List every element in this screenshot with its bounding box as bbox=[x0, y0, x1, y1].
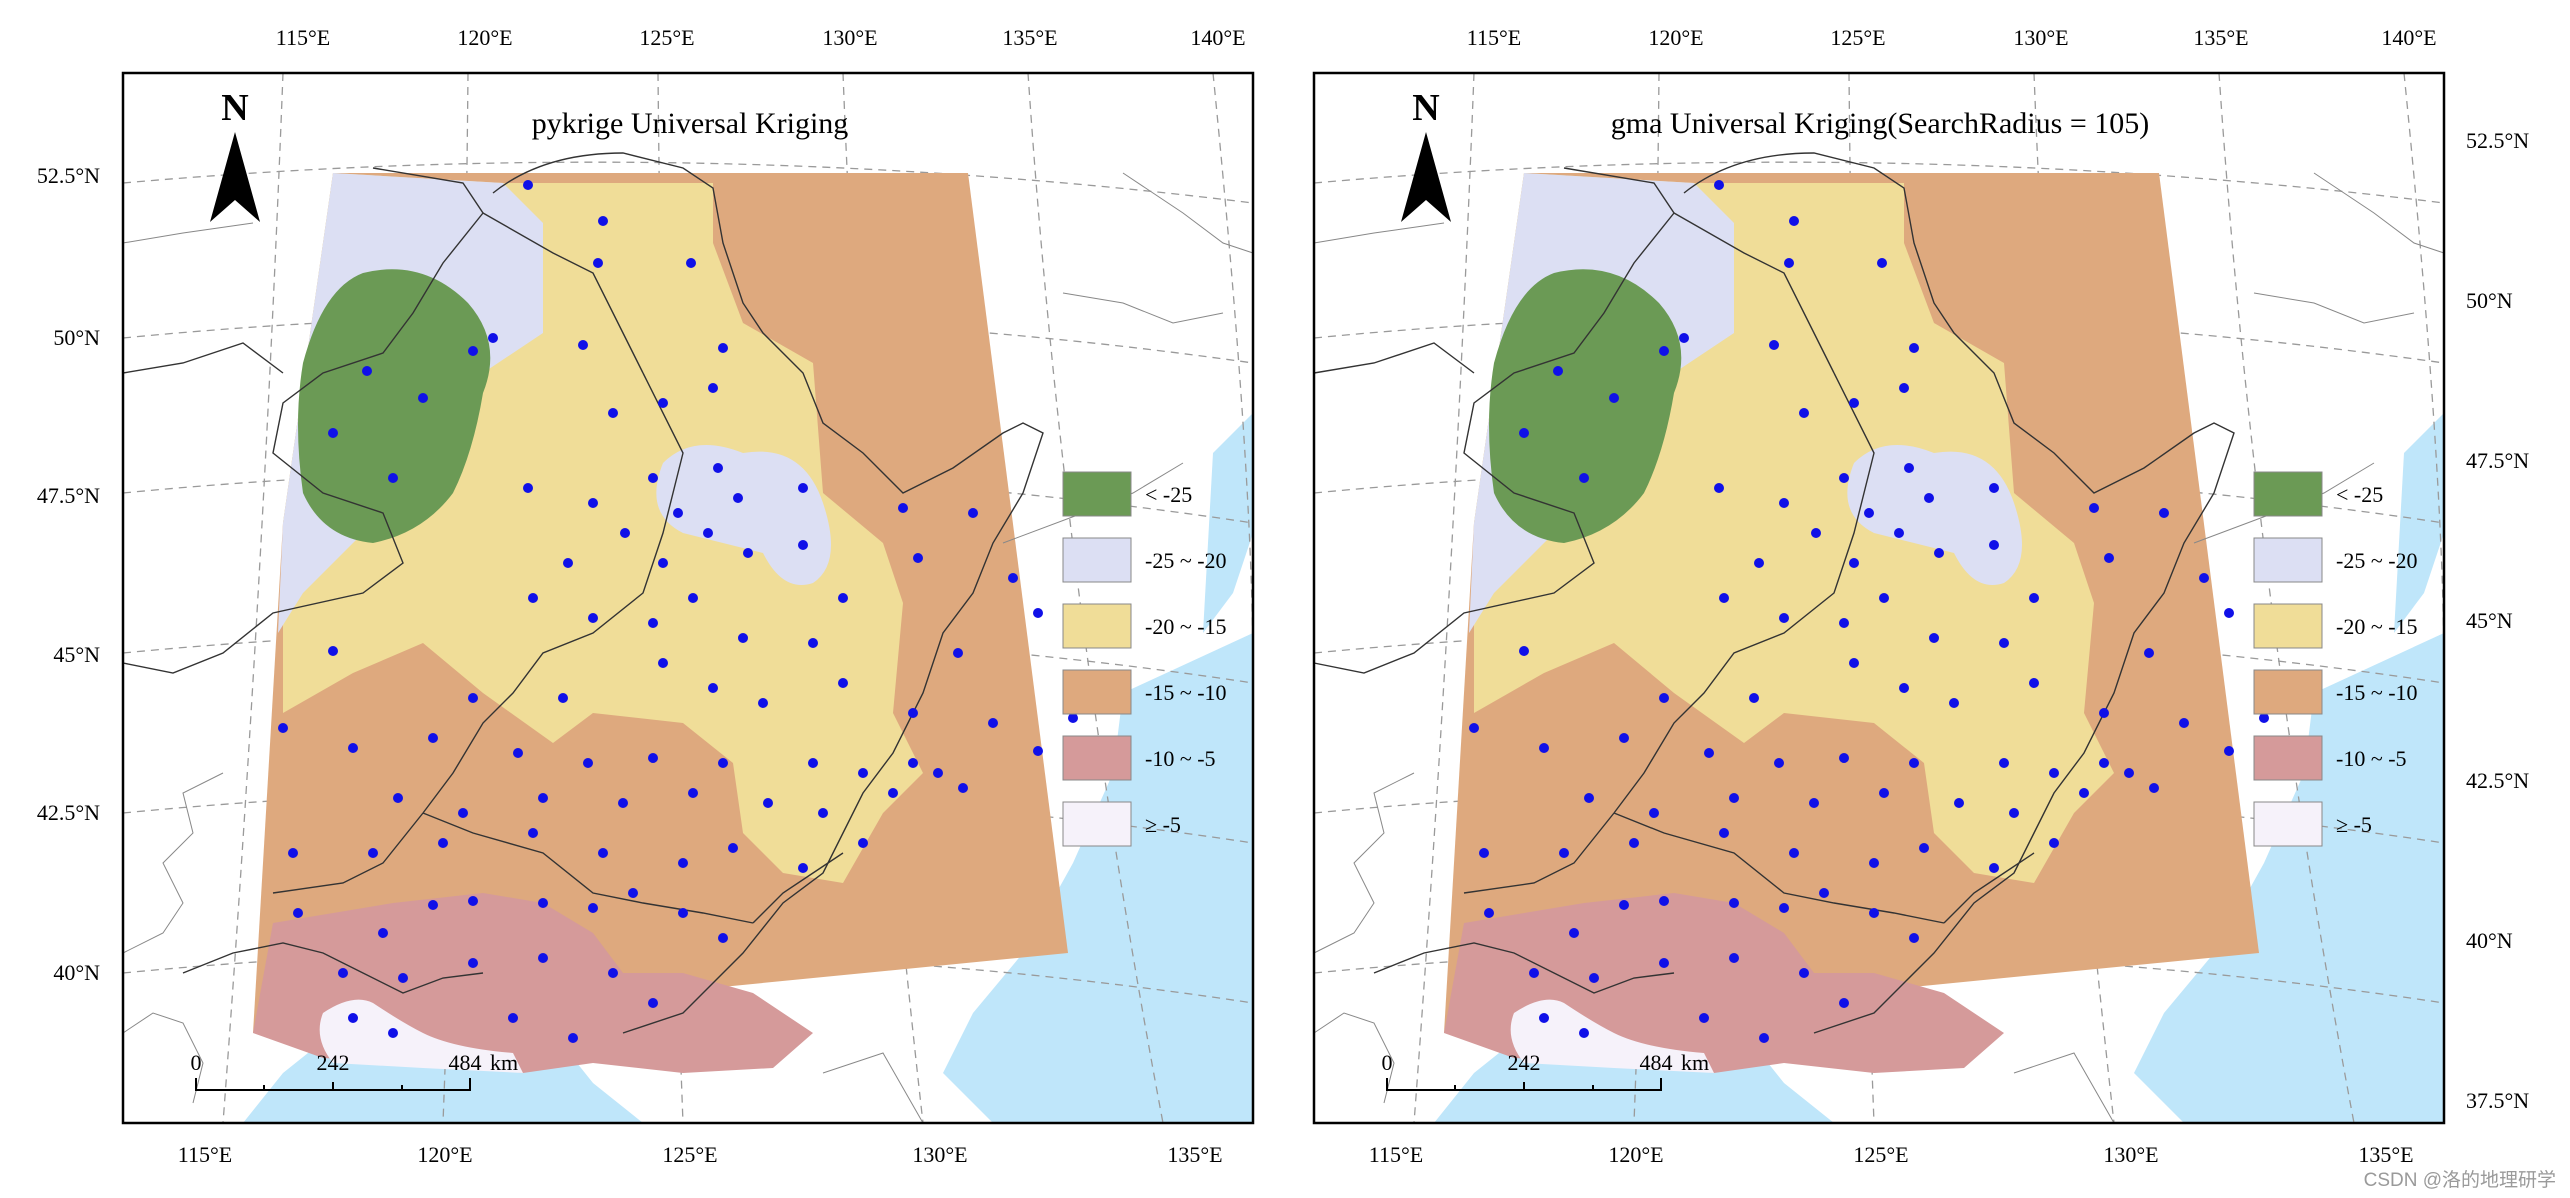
legend-label: < -25 bbox=[1145, 482, 1192, 507]
scale-tick: 0 bbox=[191, 1050, 202, 1075]
north-label: N bbox=[221, 87, 248, 129]
watermark: CSDN @洛的地理研学 bbox=[2363, 1170, 2556, 1191]
legend-swatch bbox=[2253, 669, 2323, 715]
north-arrow-icon: N bbox=[210, 87, 260, 222]
lon-label: 135°E bbox=[1002, 25, 1057, 50]
lon-label: 120°E bbox=[1608, 1142, 1663, 1167]
north-arrow-icon: N bbox=[1401, 87, 1451, 222]
legend-swatch bbox=[1062, 603, 1132, 649]
legend-label: -25 ~ -20 bbox=[1145, 548, 1227, 573]
legend-label: -15 ~ -10 bbox=[1145, 680, 1227, 705]
legend-label: < -25 bbox=[2336, 482, 2383, 507]
legend-label: -20 ~ -15 bbox=[1145, 614, 1227, 639]
lon-label: 140°E bbox=[1190, 25, 1245, 50]
left-legend: < -25 -25 ~ -20 -20 ~ -15 -15 ~ -10 -10 … bbox=[1062, 471, 1227, 847]
lon-label: 115°E bbox=[276, 25, 330, 50]
legend-swatch bbox=[2253, 801, 2323, 847]
lon-label: 140°E bbox=[2381, 25, 2436, 50]
lat-label: 40°N bbox=[2466, 928, 2513, 953]
left-map-body bbox=[121, 71, 1255, 1125]
lon-label: 115°E bbox=[178, 1142, 232, 1167]
legend-swatch bbox=[1062, 537, 1132, 583]
lon-label: 125°E bbox=[1830, 25, 1885, 50]
legend-label: -25 ~ -20 bbox=[2336, 548, 2418, 573]
lon-label: 130°E bbox=[822, 25, 877, 50]
lon-label: 125°E bbox=[1853, 1142, 1908, 1167]
lat-label: 50°N bbox=[53, 325, 100, 350]
right-map-title: gma Universal Kriging(SearchRadius = 105… bbox=[1611, 107, 2149, 140]
scale-tick: 242 bbox=[317, 1050, 350, 1075]
lat-label: 37.5°N bbox=[2466, 1088, 2529, 1113]
right-top-lon-labels: 115°E 120°E 125°E 130°E 135°E 140°E bbox=[1467, 25, 2437, 50]
lon-label: 115°E bbox=[1467, 25, 1521, 50]
north-label: N bbox=[1412, 87, 1439, 129]
lat-label: 47.5°N bbox=[37, 483, 100, 508]
right-scale-bar: 0 242 484 km bbox=[1382, 1050, 1709, 1091]
right-bottom-lon-labels: 115°E 120°E 125°E 130°E 135°E bbox=[1369, 1142, 2414, 1167]
lon-label: 130°E bbox=[2013, 25, 2068, 50]
left-top-lon-labels: 115°E 120°E 125°E 130°E 135°E 140°E bbox=[276, 25, 1246, 50]
legend-label: -10 ~ -5 bbox=[1145, 746, 1216, 771]
legend-swatch bbox=[2253, 735, 2323, 781]
scale-unit: km bbox=[1681, 1050, 1709, 1075]
legend-label: -10 ~ -5 bbox=[2336, 746, 2407, 771]
lon-label: 130°E bbox=[912, 1142, 967, 1167]
lon-label: 115°E bbox=[1369, 1142, 1423, 1167]
left-map-title: pykrige Universal Kriging bbox=[532, 107, 849, 140]
lat-label: 45°N bbox=[2466, 608, 2513, 633]
right-map-panel: gma Universal Kriging(SearchRadius = 105… bbox=[1312, 25, 2529, 1167]
scale-unit: km bbox=[490, 1050, 518, 1075]
left-map-frame bbox=[121, 71, 1255, 1125]
lat-label: 42.5°N bbox=[2466, 768, 2529, 793]
lon-label: 125°E bbox=[662, 1142, 717, 1167]
legend-label: ≥ -5 bbox=[1145, 812, 1181, 837]
legend-swatch bbox=[1062, 735, 1132, 781]
lat-label: 47.5°N bbox=[2466, 448, 2529, 473]
right-legend: < -25 -25 ~ -20 -20 ~ -15 -15 ~ -10 -10 … bbox=[2253, 471, 2418, 847]
scale-tick: 484 bbox=[449, 1050, 482, 1075]
lat-label: 45°N bbox=[53, 642, 100, 667]
left-map-panel: pykrige Universal Kriging 115°E 120°E 12… bbox=[37, 25, 1255, 1167]
lat-label: 52.5°N bbox=[2466, 128, 2529, 153]
scale-tick: 0 bbox=[1382, 1050, 1393, 1075]
right-map-frame bbox=[1312, 71, 2446, 1125]
legend-label: -15 ~ -10 bbox=[2336, 680, 2418, 705]
legend-swatch bbox=[2253, 537, 2323, 583]
left-bottom-lon-labels: 115°E 120°E 125°E 130°E 135°E bbox=[178, 1142, 1223, 1167]
legend-swatch bbox=[2253, 471, 2323, 517]
left-lat-labels: 52.5°N 50°N 47.5°N 45°N 42.5°N 40°N bbox=[37, 163, 100, 985]
scale-tick: 484 bbox=[1640, 1050, 1673, 1075]
lon-label: 125°E bbox=[639, 25, 694, 50]
legend-swatch bbox=[1062, 801, 1132, 847]
right-map-body bbox=[1312, 71, 2446, 1125]
lon-label: 135°E bbox=[1167, 1142, 1222, 1167]
legend-label: -20 ~ -15 bbox=[2336, 614, 2418, 639]
lon-label: 120°E bbox=[417, 1142, 472, 1167]
lon-label: 120°E bbox=[457, 25, 512, 50]
legend-label: ≥ -5 bbox=[2336, 812, 2372, 837]
lat-label: 40°N bbox=[53, 960, 100, 985]
scale-tick: 242 bbox=[1508, 1050, 1541, 1075]
lat-label: 52.5°N bbox=[37, 163, 100, 188]
legend-swatch bbox=[1062, 669, 1132, 715]
lat-label: 42.5°N bbox=[37, 800, 100, 825]
lat-label: 50°N bbox=[2466, 288, 2513, 313]
legend-swatch bbox=[2253, 603, 2323, 649]
legend-swatch bbox=[1062, 471, 1132, 517]
lon-label: 135°E bbox=[2193, 25, 2248, 50]
right-lat-labels: 52.5°N 50°N 47.5°N 45°N 42.5°N 40°N 37.5… bbox=[2466, 128, 2529, 1113]
left-scale-bar: 0 242 484 km bbox=[191, 1050, 518, 1091]
lon-label: 130°E bbox=[2103, 1142, 2158, 1167]
lon-label: 135°E bbox=[2358, 1142, 2413, 1167]
lon-label: 120°E bbox=[1648, 25, 1703, 50]
